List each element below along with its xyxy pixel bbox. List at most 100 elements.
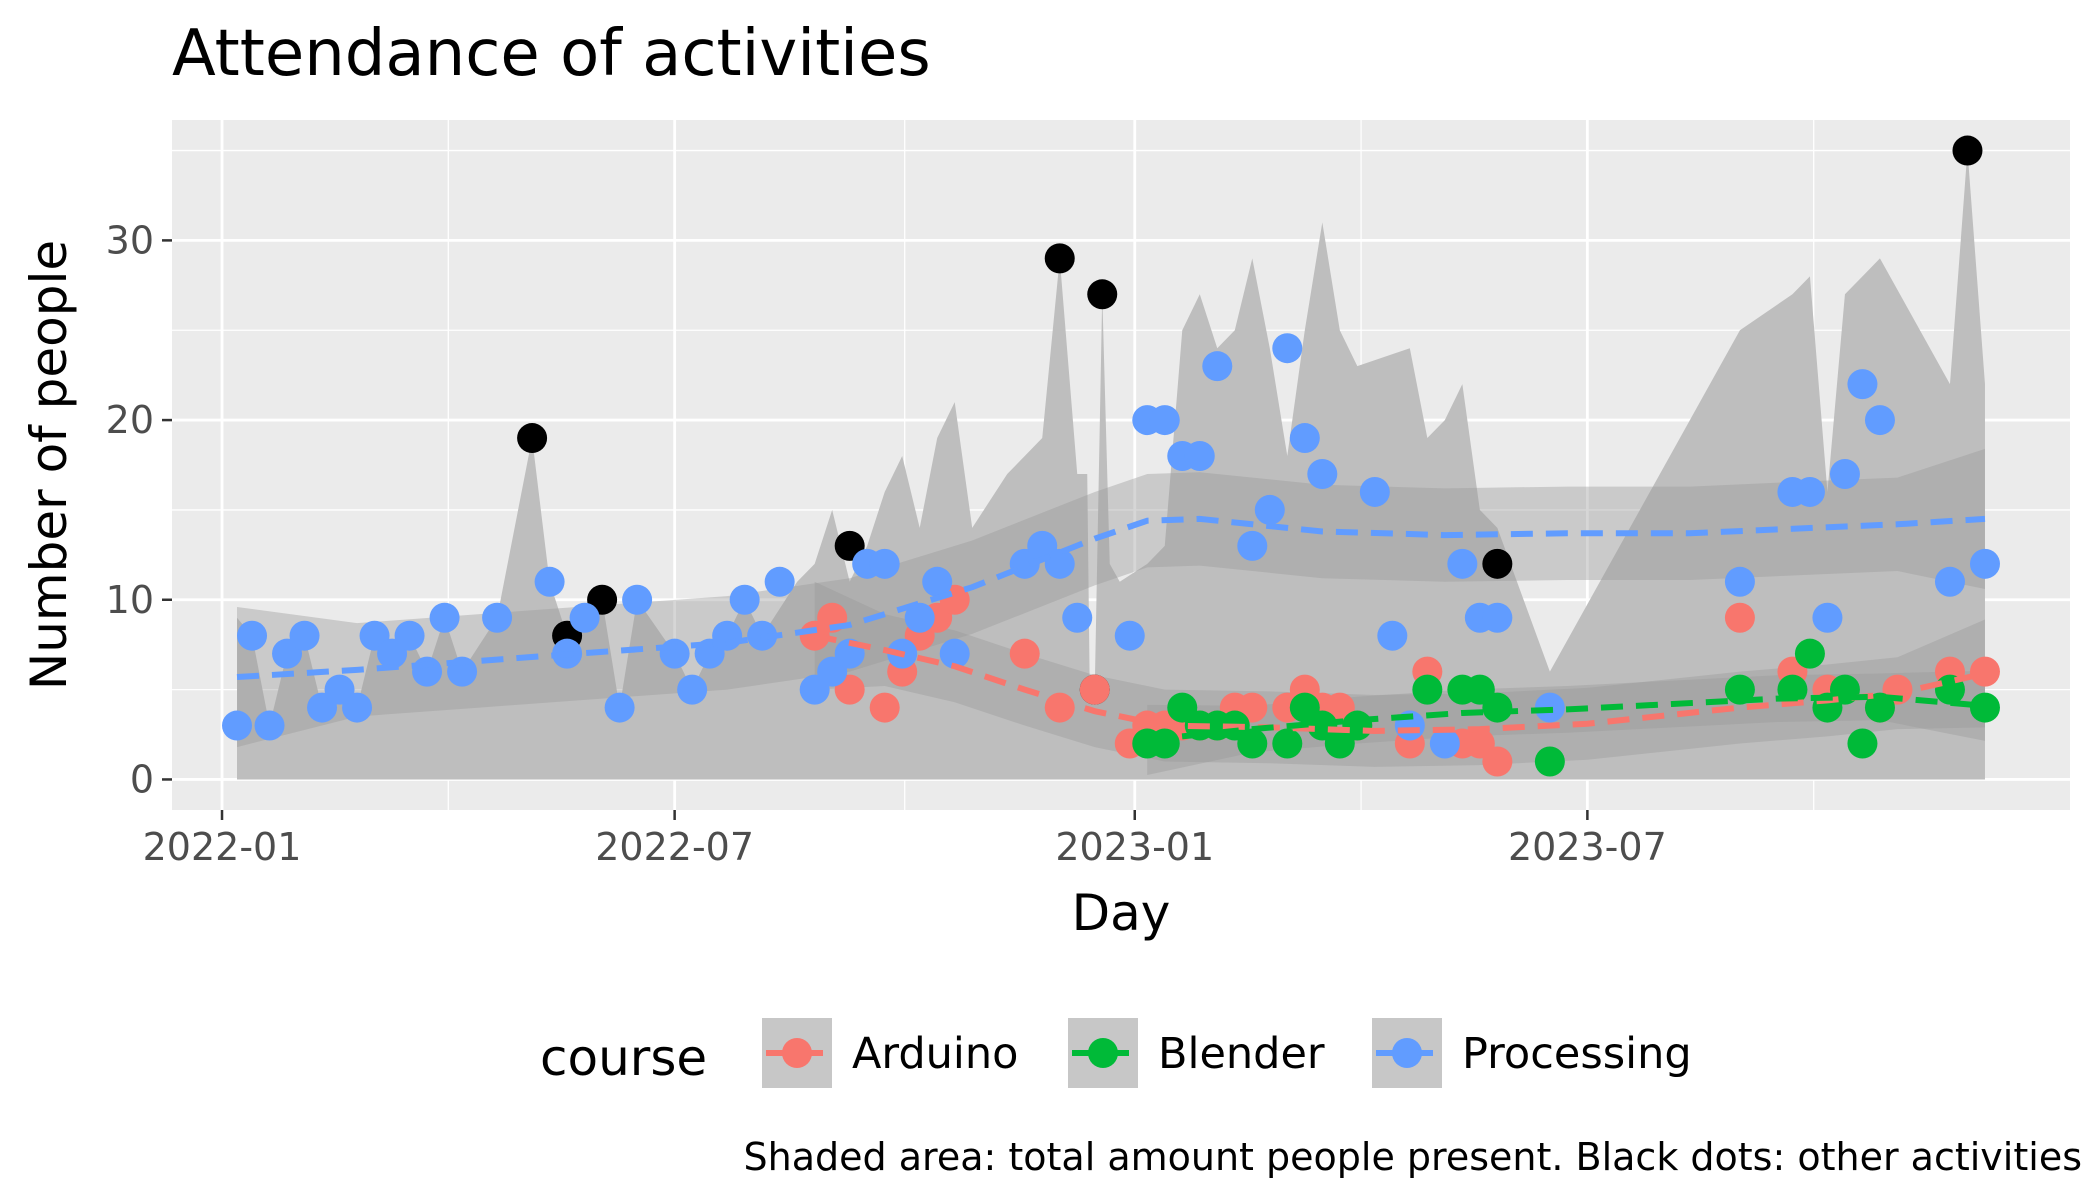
point-processing xyxy=(1377,620,1408,651)
point-processing xyxy=(1044,548,1075,579)
point-processing xyxy=(922,566,953,597)
point-processing xyxy=(1969,548,2000,579)
point-blender xyxy=(1724,674,1755,705)
point-processing xyxy=(254,710,285,741)
point-processing xyxy=(1202,351,1233,382)
point-processing xyxy=(1289,423,1320,454)
trend-line-arduino xyxy=(814,632,1986,734)
point-blender xyxy=(1237,728,1268,759)
point-arduino xyxy=(869,692,900,723)
point-blender xyxy=(1412,674,1443,705)
point-processing xyxy=(222,710,253,741)
point-processing xyxy=(1829,458,1860,489)
point-processing xyxy=(677,674,708,705)
point-blender xyxy=(1482,692,1513,723)
point-processing xyxy=(1359,476,1390,507)
point-processing xyxy=(1307,458,1338,489)
point-processing xyxy=(1149,405,1180,436)
trend-lines xyxy=(236,515,1986,743)
point-blender xyxy=(1342,710,1373,741)
point-arduino xyxy=(1079,674,1110,705)
point-processing xyxy=(1429,728,1460,759)
point-processing xyxy=(569,602,600,633)
point-processing xyxy=(1184,441,1215,472)
point-processing xyxy=(394,620,425,651)
point-processing xyxy=(1864,405,1895,436)
point-processing xyxy=(1847,369,1878,400)
legend-title: course xyxy=(540,1029,707,1087)
point-processing xyxy=(1237,530,1268,561)
point-processing xyxy=(1934,566,1965,597)
point-processing xyxy=(412,656,443,687)
point-processing xyxy=(1447,548,1478,579)
legend-key-dot xyxy=(1392,1038,1422,1068)
x-axis-title: Day xyxy=(1072,884,1171,942)
trend-confidence-ribbons xyxy=(237,448,1985,775)
point-processing xyxy=(1114,620,1145,651)
other-activity-point xyxy=(1087,279,1118,310)
point-processing xyxy=(1812,602,1843,633)
legend-label-arduino: Arduino xyxy=(852,1029,1018,1079)
other-activity-point xyxy=(1482,548,1513,579)
y-tick-label: 10 xyxy=(106,578,154,622)
x-tick-label: 2022-01 xyxy=(143,825,302,869)
total-attendance-area xyxy=(237,150,1985,780)
point-processing xyxy=(482,602,513,633)
point-processing xyxy=(342,692,373,723)
point-processing xyxy=(904,602,935,633)
point-arduino xyxy=(1009,638,1040,669)
point-processing xyxy=(939,638,970,669)
point-processing xyxy=(289,620,320,651)
y-tick-label: 30 xyxy=(106,218,154,262)
point-processing xyxy=(712,620,743,651)
point-blender xyxy=(1149,728,1180,759)
chart-caption: Shaded area: total amount people present… xyxy=(744,1135,2082,1179)
point-blender xyxy=(1847,728,1878,759)
trend-line-blender xyxy=(1146,693,1986,743)
y-tick-label: 20 xyxy=(106,398,154,442)
point-blender xyxy=(1794,638,1825,669)
x-tick-label: 2023-07 xyxy=(1508,825,1667,869)
point-processing xyxy=(1794,476,1825,507)
other-activity-point xyxy=(517,423,548,454)
point-processing xyxy=(237,620,268,651)
point-blender xyxy=(1534,746,1565,777)
other-activity-point xyxy=(1952,135,1983,166)
point-processing xyxy=(534,566,565,597)
point-processing xyxy=(604,692,635,723)
x-tick-label: 2023-01 xyxy=(1055,825,1214,869)
chart-title: Attendance of activities xyxy=(172,17,931,91)
legend-key-dot xyxy=(1088,1038,1118,1068)
y-axis-title: Number of people xyxy=(20,240,78,690)
point-processing xyxy=(659,638,690,669)
point-blender xyxy=(1272,728,1303,759)
point-arduino xyxy=(1044,692,1075,723)
point-processing xyxy=(1062,602,1093,633)
ribbon-blender xyxy=(1147,670,1985,775)
trend-line-processing xyxy=(236,515,1986,681)
legend-label-processing: Processing xyxy=(1462,1029,1692,1079)
y-tick-label: 0 xyxy=(130,757,154,801)
ribbon-processing xyxy=(237,448,1985,748)
legend: course Arduino Blender Processing xyxy=(540,1018,1692,1088)
legend-label-blender: Blender xyxy=(1158,1029,1325,1079)
point-processing xyxy=(1254,494,1285,525)
point-processing xyxy=(1482,602,1513,633)
point-processing xyxy=(764,566,795,597)
total-people-area xyxy=(237,150,1985,780)
x-tick-label: 2022-07 xyxy=(595,825,754,869)
point-processing xyxy=(429,602,460,633)
point-blender xyxy=(1969,692,2000,723)
point-arduino xyxy=(1482,746,1513,777)
point-arduino xyxy=(1969,656,2000,687)
point-processing xyxy=(1272,333,1303,364)
axes: 2022-01 2022-07 2023-01 2023-07 0 10 20 30 xyxy=(106,218,1667,869)
point-processing xyxy=(729,584,760,615)
other-activity-point xyxy=(1044,243,1075,274)
ribbon-arduino xyxy=(814,581,1985,767)
point-processing xyxy=(869,548,900,579)
point-arduino xyxy=(1724,602,1755,633)
point-processing xyxy=(1724,566,1755,597)
point-processing xyxy=(622,584,653,615)
